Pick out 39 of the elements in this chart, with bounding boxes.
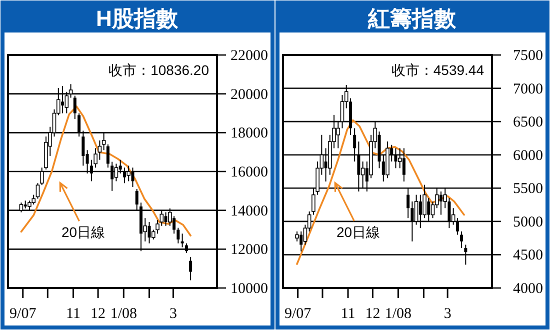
x-tick-label: 12 <box>365 306 380 322</box>
y-tick-label: 16000 <box>230 164 268 180</box>
y-tick-label: 5500 <box>513 181 543 198</box>
y-tick-label: 6500 <box>513 114 543 131</box>
y-tick-label: 14000 <box>230 203 268 220</box>
candlestick <box>176 227 180 244</box>
x-tick-label: 1/08 <box>110 306 137 322</box>
y-tick-label: 12000 <box>230 242 268 258</box>
y-tick-label: 22000 <box>230 48 268 64</box>
x-tick-label: 12 <box>90 306 106 322</box>
x-tick-label: 3 <box>169 306 177 322</box>
chart-title: H股指數 <box>96 6 179 31</box>
candlestick <box>460 230 464 249</box>
x-tick-label: 9/07 <box>10 306 37 322</box>
y-tick-label: 5000 <box>513 214 543 230</box>
candlestick <box>106 144 110 168</box>
y-tick-label: 18000 <box>230 126 268 142</box>
y-tick-label: 6000 <box>513 148 543 164</box>
y-tick-label: 20000 <box>230 86 268 103</box>
x-tick-label: 9/07 <box>284 306 312 322</box>
x-tick-label: 11 <box>340 306 356 322</box>
y-tick-label: 7500 <box>513 48 543 64</box>
chart-title: 紅籌指數 <box>367 6 457 31</box>
y-tick-label: 10000 <box>230 281 268 297</box>
annotation: 20日線 <box>61 224 106 240</box>
x-tick-label: 1/08 <box>384 306 412 322</box>
candlestick <box>36 182 40 200</box>
candlestick <box>189 256 192 281</box>
annotation: 收市：4539.44 <box>391 62 484 78</box>
y-tick-label: 4000 <box>513 281 543 297</box>
candlestick <box>98 140 102 160</box>
y-tick-label: 4500 <box>513 248 543 264</box>
x-tick-label: 11 <box>66 306 80 322</box>
annotation: 收市：10836.20 <box>108 62 210 78</box>
line-series <box>296 119 465 265</box>
x-tick-label: 3 <box>444 306 452 322</box>
candlestick <box>295 230 299 242</box>
y-tick-label: 7000 <box>513 81 543 98</box>
annotation: 20日線 <box>336 224 380 240</box>
